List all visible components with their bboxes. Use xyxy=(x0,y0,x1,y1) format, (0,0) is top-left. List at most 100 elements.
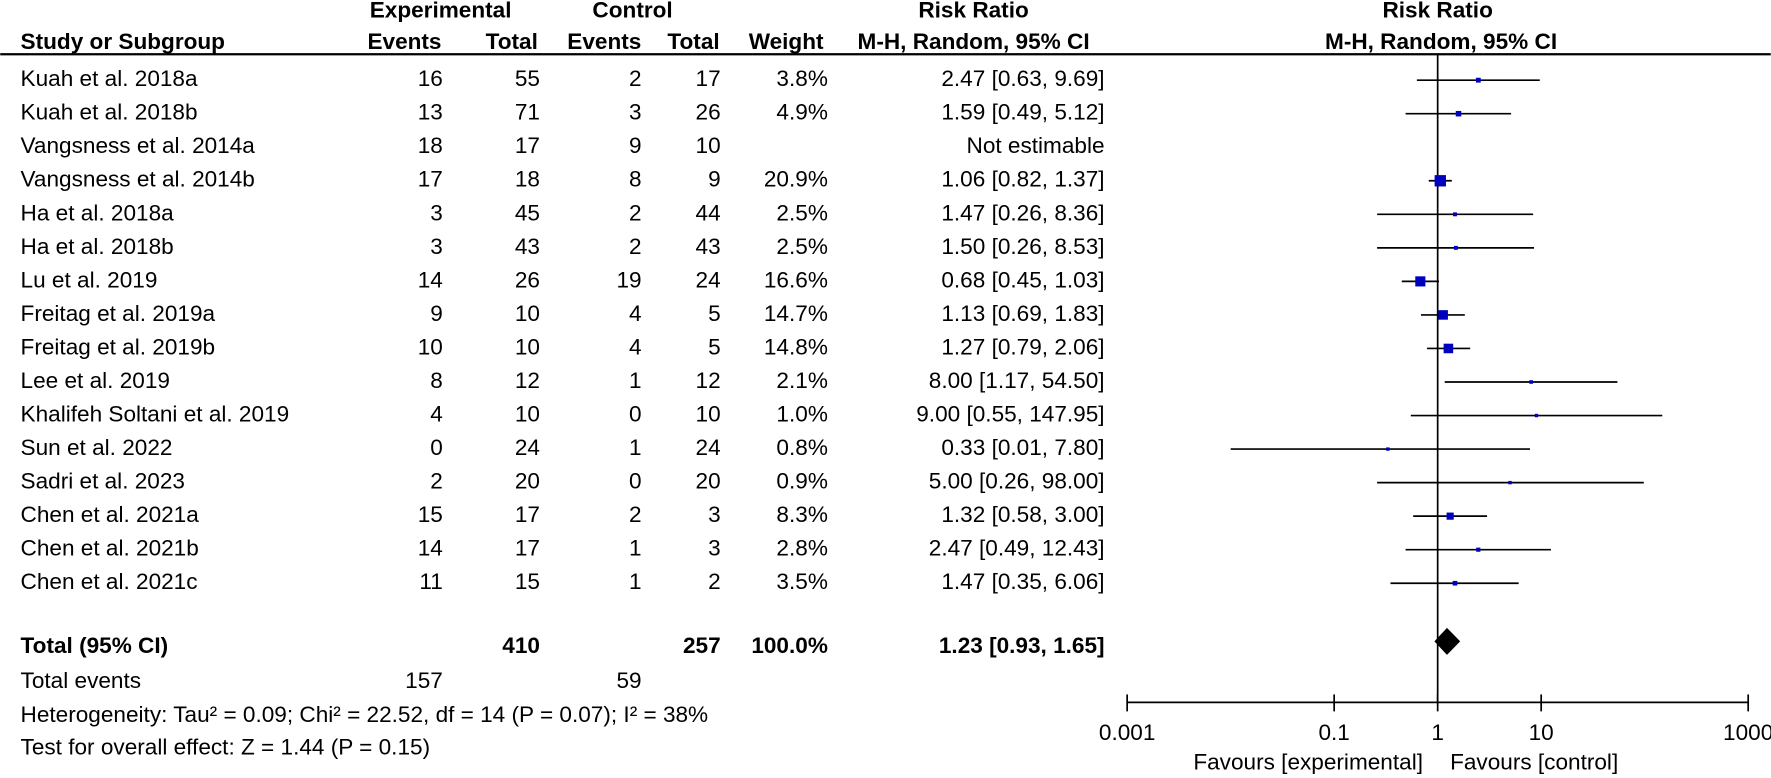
weight: 2.5% xyxy=(776,234,827,259)
total-events-label: Total events xyxy=(21,668,142,693)
exp-events: 2 xyxy=(430,469,443,494)
effect-square xyxy=(1443,343,1454,354)
study-name: Chen et al. 2021a xyxy=(21,502,200,527)
ctrl-events: 3 xyxy=(629,100,642,125)
study-name: Ha et al. 2018b xyxy=(21,234,174,259)
exp-total: 24 xyxy=(515,435,540,460)
header: Control xyxy=(592,0,672,22)
study-name: Chen et al. 2021b xyxy=(21,536,199,561)
risk-ratio: 1.50 [0.26, 8.53] xyxy=(941,234,1104,259)
study-name: Freitag et al. 2019a xyxy=(21,301,216,326)
exp-total: 55 xyxy=(515,66,540,91)
weight: 1.0% xyxy=(776,402,827,427)
total-rr: 1.23 [0.93, 1.65] xyxy=(939,633,1105,658)
study-name: Sun et al. 2022 xyxy=(21,435,173,460)
exp-total: 17 xyxy=(515,536,540,561)
effect-square xyxy=(1455,110,1462,117)
x-tick-label: 0.001 xyxy=(1099,720,1156,745)
risk-ratio: 0.68 [0.45, 1.03] xyxy=(941,267,1104,292)
ctrl-total: 5 xyxy=(708,301,721,326)
header: Total xyxy=(486,29,538,54)
exp-total: 43 xyxy=(515,234,540,259)
effect-square xyxy=(1529,380,1533,384)
total-events: 157 xyxy=(405,668,443,693)
ctrl-events: 2 xyxy=(629,234,642,259)
header: Total xyxy=(667,29,719,54)
exp-total: 45 xyxy=(515,200,540,225)
ctrl-total: 3 xyxy=(708,502,721,527)
weight: 4.9% xyxy=(776,100,827,125)
weight: 2.5% xyxy=(776,200,827,225)
ctrl-total: 10 xyxy=(696,402,721,427)
weight: 3.8% xyxy=(776,66,827,91)
exp-events: 3 xyxy=(430,200,443,225)
risk-ratio: 2.47 [0.63, 9.69] xyxy=(941,66,1104,91)
header: Events xyxy=(367,29,441,54)
exp-events: 16 xyxy=(418,66,443,91)
ctrl-total: 17 xyxy=(696,66,721,91)
effect-square xyxy=(1475,77,1481,83)
exp-events: 13 xyxy=(418,100,443,125)
ctrl-total: 20 xyxy=(696,469,721,494)
study-name: Ha et al. 2018a xyxy=(21,200,175,225)
ctrl-total: 9 xyxy=(708,167,721,192)
exp-total: 71 xyxy=(515,100,540,125)
weight: 3.5% xyxy=(776,569,827,594)
overall-effect: Test for overall effect: Z = 1.44 (P = 0… xyxy=(21,735,431,760)
study-name: Vangsness et al. 2014b xyxy=(21,167,255,192)
favours-label: Favours [experimental] xyxy=(1193,749,1423,774)
ctrl-events: 2 xyxy=(629,502,642,527)
total-exp: 410 xyxy=(502,633,540,658)
risk-ratio: 1.47 [0.35, 6.06] xyxy=(941,569,1104,594)
ctrl-events: 19 xyxy=(616,267,641,292)
effect-square xyxy=(1453,212,1457,217)
risk-ratio: Not estimable xyxy=(967,133,1105,158)
header: M-H, Random, 95% CI xyxy=(1325,29,1557,54)
ctrl-total: 2 xyxy=(708,569,721,594)
ctrl-events: 2 xyxy=(629,200,642,225)
risk-ratio: 1.13 [0.69, 1.83] xyxy=(941,301,1104,326)
exp-events: 15 xyxy=(418,502,443,527)
risk-ratio: 0.33 [0.01, 7.80] xyxy=(941,435,1104,460)
weight: 0.8% xyxy=(776,435,827,460)
effect-square xyxy=(1386,447,1390,451)
risk-ratio: 1.32 [0.58, 3.00] xyxy=(941,502,1104,527)
header: Weight xyxy=(749,29,824,54)
effect-square xyxy=(1446,512,1454,520)
effect-square xyxy=(1415,276,1426,287)
x-tick-label: 1 xyxy=(1431,720,1444,745)
risk-ratio: 2.47 [0.49, 12.43] xyxy=(929,536,1105,561)
ctrl-total: 5 xyxy=(708,334,721,359)
ctrl-events: 1 xyxy=(629,536,642,561)
weight: 16.6% xyxy=(764,267,828,292)
weight: 0.9% xyxy=(776,469,827,494)
ctrl-total: 26 xyxy=(696,100,721,125)
header: Study or Subgroup xyxy=(21,29,225,54)
study-name: Lu et al. 2019 xyxy=(21,267,158,292)
ctrl-total: 24 xyxy=(696,435,721,460)
exp-events: 8 xyxy=(430,368,443,393)
exp-total: 20 xyxy=(515,469,540,494)
risk-ratio: 1.47 [0.26, 8.36] xyxy=(941,200,1104,225)
exp-events: 18 xyxy=(418,133,443,158)
effect-square xyxy=(1453,245,1458,250)
total-events: 59 xyxy=(616,668,641,693)
risk-ratio: 9.00 [0.55, 147.95] xyxy=(916,402,1104,427)
exp-events: 9 xyxy=(430,301,443,326)
risk-ratio: 8.00 [1.17, 54.50] xyxy=(929,368,1105,393)
ctrl-events: 4 xyxy=(629,301,642,326)
header: Experimental xyxy=(370,0,512,22)
study-name: Kuah et al. 2018b xyxy=(21,100,198,125)
study-name: Lee et al. 2019 xyxy=(21,368,170,393)
study-name: Freitag et al. 2019b xyxy=(21,334,216,359)
total-ctrl: 257 xyxy=(683,633,721,658)
exp-total: 18 xyxy=(515,167,540,192)
exp-events: 17 xyxy=(418,167,443,192)
x-tick-label: 10 xyxy=(1529,720,1554,745)
effect-square xyxy=(1434,175,1446,187)
study-name: Vangsness et al. 2014a xyxy=(21,133,256,158)
ctrl-events: 4 xyxy=(629,334,642,359)
ctrl-events: 1 xyxy=(629,368,642,393)
effect-square xyxy=(1508,480,1512,485)
